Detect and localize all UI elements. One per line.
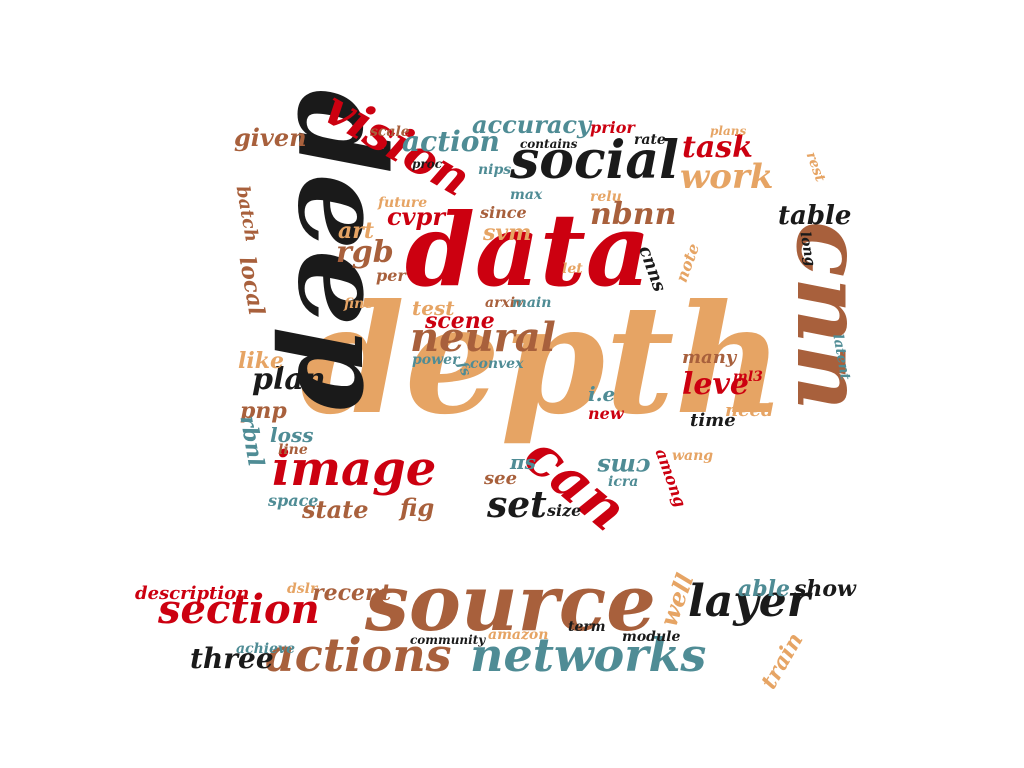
- word-fig: fig: [400, 493, 435, 522]
- word-set: set: [487, 484, 547, 526]
- word-prior: prior: [590, 118, 635, 137]
- word-plan: plan: [252, 362, 326, 397]
- word-nbnn: nbnn: [590, 197, 677, 232]
- word-power: power: [412, 352, 460, 368]
- word-cvpr: cvpr: [387, 202, 445, 231]
- word-neural: neural: [410, 314, 556, 361]
- word-cnn: cnn: [775, 221, 884, 411]
- word-networks: networks: [470, 628, 707, 682]
- word-icra: icra: [608, 474, 639, 490]
- word-show: show: [794, 576, 856, 602]
- word-future: future: [378, 195, 428, 211]
- word-since: since: [480, 203, 527, 222]
- word-image: image: [272, 441, 437, 497]
- word--s: πs: [510, 450, 536, 474]
- word-test: test: [412, 296, 455, 320]
- word-dslr: dslr: [287, 581, 318, 597]
- word-see: see: [484, 468, 518, 489]
- word-new: new: [588, 404, 624, 423]
- word-fine: fine: [344, 296, 374, 312]
- word-svm: svm: [483, 220, 532, 246]
- word-three: three: [190, 642, 274, 675]
- word-actions: actions: [265, 628, 452, 682]
- word-space: space: [268, 491, 319, 510]
- word-depth: depth: [300, 272, 784, 448]
- word-art: art: [338, 218, 375, 244]
- word-nips: nips: [478, 162, 512, 178]
- word-layer: layer: [688, 576, 810, 627]
- word-i-e: i.e: [588, 382, 616, 406]
- word-time: time: [690, 410, 736, 431]
- word-action: action: [402, 125, 500, 158]
- word-rate: rate: [634, 132, 666, 148]
- word-local: local: [233, 254, 270, 318]
- word-recent: recent: [312, 580, 392, 606]
- word-loss: loss: [270, 423, 314, 447]
- word-arxiv: arxiv: [485, 295, 524, 311]
- word-community: community: [410, 633, 486, 647]
- word-rgb: rgb: [336, 235, 394, 270]
- word-ml3: ml3: [733, 369, 763, 385]
- word-module: module: [622, 629, 681, 645]
- word-task: task: [682, 130, 753, 165]
- word-contains: contains: [520, 137, 578, 151]
- word-section: section: [158, 586, 320, 633]
- word-plans: plans: [710, 124, 747, 138]
- word-achieve: achieve: [236, 641, 296, 657]
- word-relu: relu: [590, 189, 622, 205]
- word-batch: batch: [231, 184, 263, 244]
- word-like: like: [238, 348, 284, 374]
- word-rest: rest: [802, 149, 829, 185]
- word-given: given: [234, 123, 307, 152]
- word-scene: scene: [425, 308, 495, 334]
- word-source: source: [365, 558, 656, 649]
- word-max: max: [510, 187, 543, 203]
- word-description: description: [135, 583, 250, 604]
- word-pnp: pnp: [240, 398, 287, 424]
- word-main: main: [512, 295, 552, 311]
- word-social: social: [510, 130, 679, 191]
- word-term: term: [568, 619, 606, 635]
- word-line: line: [278, 442, 308, 458]
- word-able: able: [738, 576, 790, 602]
- word-size: size: [547, 501, 582, 520]
- word-scale: scale: [370, 124, 410, 140]
- word-per: per: [376, 266, 406, 285]
- word-leve: leve: [682, 367, 750, 402]
- word-table: table: [778, 201, 852, 231]
- word-state: state: [302, 495, 369, 524]
- word-convex: convex: [470, 356, 524, 372]
- word-proc: proc: [412, 157, 443, 171]
- word-work: work: [680, 157, 774, 197]
- word-many: many: [682, 347, 737, 368]
- word-train: train: [755, 628, 809, 694]
- word-accuracy: accuracy: [472, 110, 591, 139]
- word-need: need: [725, 400, 774, 421]
- word-data: data: [405, 191, 651, 309]
- word-let: let: [562, 261, 583, 277]
- word-wang: wang: [672, 448, 714, 464]
- word-amazon: amazon: [488, 627, 549, 643]
